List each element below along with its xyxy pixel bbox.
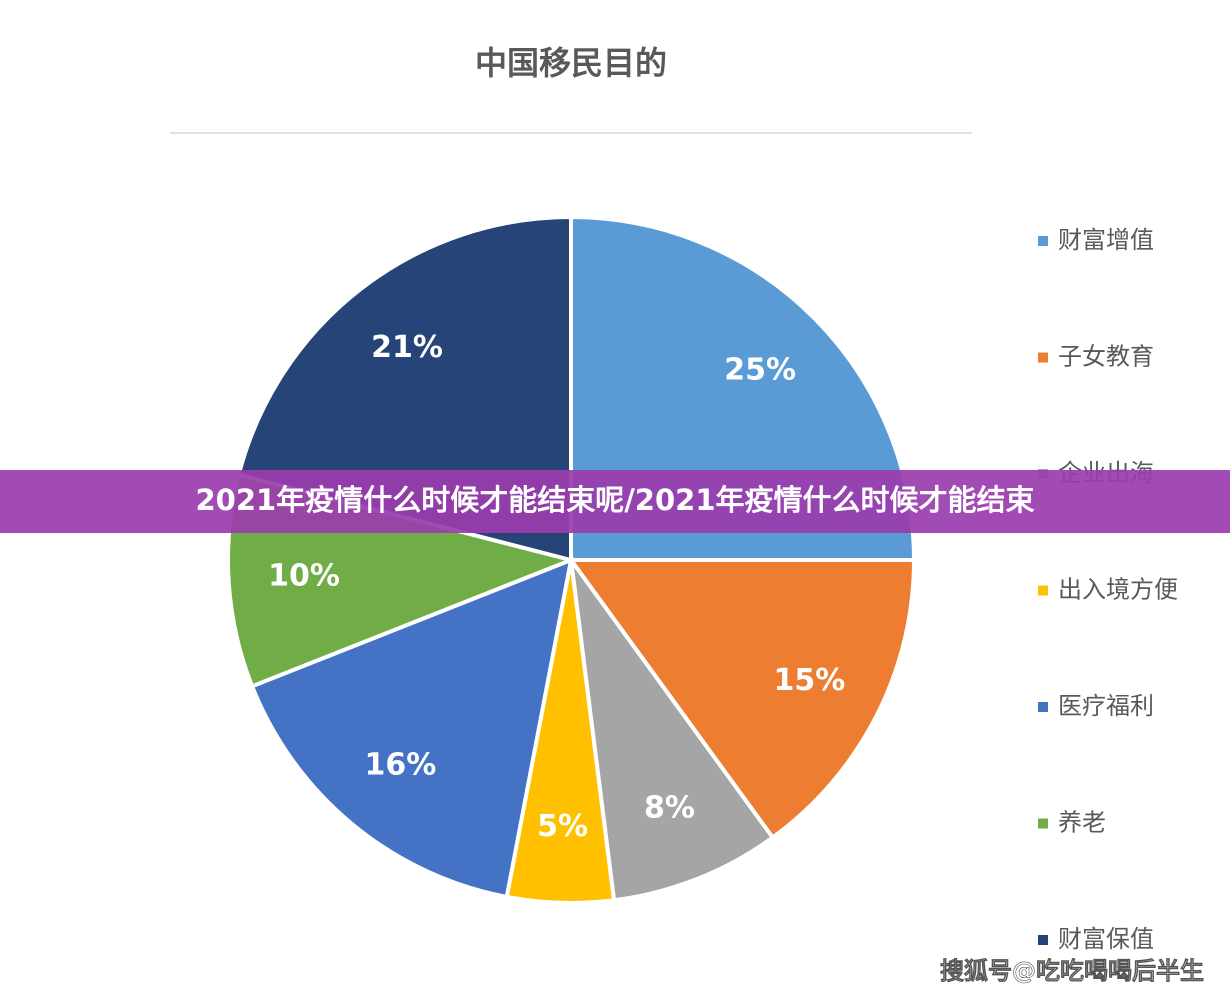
legend-label: 医疗福利 — [1058, 692, 1154, 720]
legend-label: 子女教育 — [1058, 343, 1154, 371]
data-label: 8% — [644, 790, 695, 825]
pie-slice — [249, 556, 574, 900]
data-label: 15% — [773, 663, 845, 698]
data-label: 10% — [268, 558, 340, 593]
chart-title: 中国移民目的 — [475, 44, 667, 82]
legend-marker — [1038, 702, 1048, 712]
data-label: 16% — [365, 748, 437, 783]
banner-text: 2021年疫情什么时候才能结束呢/2021年疫情什么时候才能结束 — [195, 483, 1034, 517]
legend-label: 出入境方便 — [1058, 576, 1178, 604]
legend-marker — [1038, 585, 1048, 596]
banner-bg — [0, 470, 1230, 533]
pie: 25% 15% 8% 5% 16% 10% 21% — [226, 214, 917, 905]
legend-marker — [1038, 352, 1048, 363]
legend-marker — [1038, 236, 1048, 246]
legend-marker — [1038, 818, 1048, 829]
legend-label: 财富保值 — [1058, 925, 1154, 953]
data-label: 21% — [371, 330, 443, 365]
legend-label: 财富增值 — [1058, 226, 1154, 254]
pie-slice — [569, 558, 776, 903]
overlay: 2021年疫情什么时候才能结束呢/2021年疫情什么时候才能结束 搜狐号@吃吃喝… — [0, 470, 1230, 985]
legend-label: 养老 — [1058, 809, 1106, 837]
legend-marker — [1038, 935, 1048, 945]
data-label: 5% — [537, 809, 588, 844]
watermark: 搜狐号@吃吃喝喝后半生 — [940, 957, 1204, 985]
data-label: 25% — [724, 352, 796, 387]
pie-slice — [567, 558, 917, 841]
